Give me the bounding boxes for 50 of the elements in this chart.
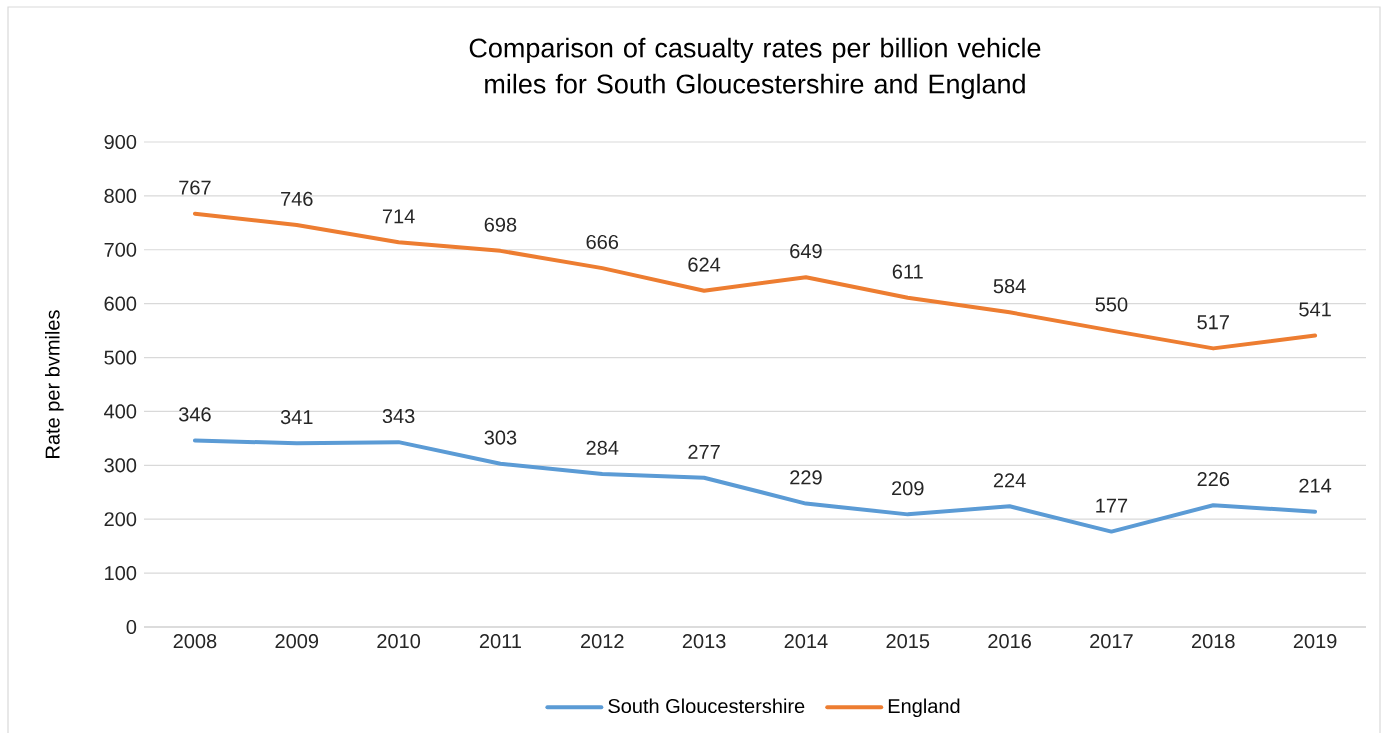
y-tick-label: 900 bbox=[104, 134, 137, 150]
y-tick-label: 800 bbox=[104, 188, 137, 203]
x-tick-label: 2019 bbox=[1293, 634, 1337, 649]
y-tick-label: 400 bbox=[104, 404, 137, 419]
data-label: 224 bbox=[993, 473, 1026, 488]
data-label: 341 bbox=[280, 410, 313, 425]
data-label: 517 bbox=[1197, 315, 1229, 330]
data-label: 624 bbox=[688, 257, 721, 272]
data-label: 611 bbox=[892, 264, 923, 279]
y-tick-label: 300 bbox=[104, 458, 137, 473]
x-tick-label: 2014 bbox=[784, 634, 828, 649]
data-label: 767 bbox=[179, 180, 211, 195]
x-tick-label: 2015 bbox=[886, 634, 930, 649]
y-tick-label: 0 bbox=[126, 619, 137, 635]
x-tick-label: 2012 bbox=[581, 634, 624, 649]
data-label: 209 bbox=[892, 481, 924, 496]
x-tick-label: 2013 bbox=[682, 634, 726, 649]
data-label: 746 bbox=[281, 191, 313, 206]
legend-label: South Gloucestershire bbox=[608, 698, 805, 714]
data-label: 229 bbox=[790, 470, 822, 485]
y-tick-label: 600 bbox=[104, 296, 137, 311]
y-tick-label: 200 bbox=[104, 512, 137, 527]
data-label: 698 bbox=[484, 217, 517, 232]
data-label: 649 bbox=[790, 244, 822, 259]
y-tick-label: 100 bbox=[105, 566, 137, 581]
x-tick-label: 2009 bbox=[275, 634, 319, 649]
y-tick-label: 500 bbox=[104, 350, 137, 365]
chart-title: Comparison of casualty rates per billion vehicle miles for South Gloucestershire and England bbox=[469, 37, 1041, 99]
data-label: 277 bbox=[688, 444, 720, 459]
data-label: 303 bbox=[484, 430, 517, 445]
data-label: 226 bbox=[1197, 471, 1230, 487]
data-label: 214 bbox=[1299, 478, 1332, 493]
data-label: 541 bbox=[1299, 302, 1331, 317]
data-label: 714 bbox=[382, 209, 415, 224]
y-axis-title: Rate per bvmiles bbox=[44, 310, 64, 458]
x-tick-label: 2011 bbox=[479, 634, 521, 649]
x-tick-label: 2016 bbox=[988, 634, 1031, 649]
x-tick-label: 2010 bbox=[377, 634, 421, 649]
data-label: 346 bbox=[178, 407, 211, 422]
legend-label: England bbox=[888, 698, 960, 718]
data-label: 584 bbox=[993, 279, 1026, 294]
data-label: 666 bbox=[586, 234, 619, 250]
data-label: 284 bbox=[586, 440, 619, 455]
x-tick-label: 2017 bbox=[1090, 634, 1133, 649]
data-label: 177 bbox=[1096, 498, 1128, 513]
y-tick-label: 700 bbox=[104, 242, 137, 257]
data-label: 550 bbox=[1095, 297, 1128, 312]
data-label: 343 bbox=[382, 408, 415, 424]
x-tick-label: 2008 bbox=[173, 634, 217, 649]
x-tick-label: 2018 bbox=[1192, 634, 1235, 649]
